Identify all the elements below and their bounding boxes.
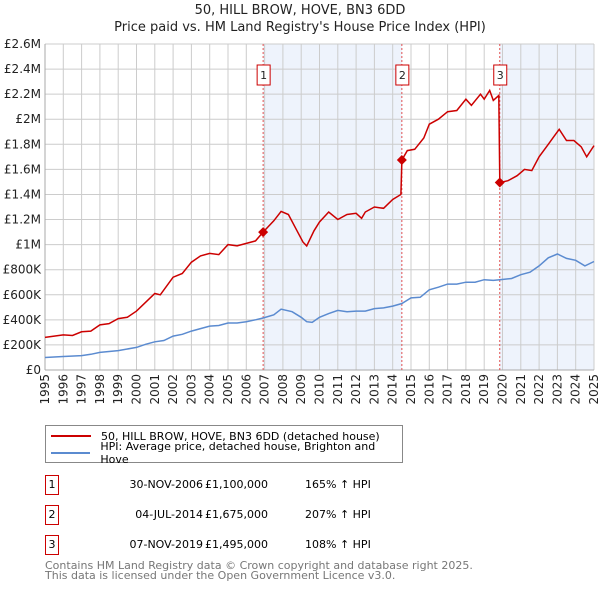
x-tick-label: 1999	[111, 374, 125, 405]
x-tick-label: 1998	[93, 374, 107, 405]
x-tick-label: 2018	[459, 374, 473, 405]
sale-label: 3	[497, 69, 504, 82]
x-tick-label: 2015	[404, 374, 418, 405]
x-tick-label: 2010	[313, 374, 327, 405]
legend-line-blue	[51, 452, 91, 454]
x-tick-label: 2020	[496, 374, 510, 405]
y-tick-label: £2.2M	[4, 87, 41, 101]
x-tick-label: 2025	[587, 374, 600, 405]
sale-price: £1,100,000	[205, 478, 268, 491]
x-tick-label: 2019	[477, 374, 491, 405]
price-chart: £0 £200K £400K £600K £800K £1M £1.2M £1.4M £1.6M…	[3, 37, 600, 405]
legend-item-property: 50, HILL BROW, HOVE, BN3 6DD (detached h…	[51, 428, 380, 444]
x-tick-label: 1995	[38, 374, 52, 405]
x-tick-label: 2012	[349, 374, 363, 405]
footer-copyright: Contains HM Land Registry data © Crown c…	[45, 559, 473, 572]
series-line	[44, 88, 595, 339]
legend-label: HPI: Average price, detached house, Brig…	[100, 440, 376, 466]
sale-label: 2	[399, 69, 406, 82]
x-tick-label: 2011	[331, 374, 345, 405]
x-tick-label: 2016	[422, 374, 436, 405]
sale-point	[258, 227, 269, 238]
x-tick-label: 2005	[221, 374, 235, 405]
x-tick-label: 1996	[56, 374, 70, 405]
x-tick-label: 2007	[258, 374, 272, 405]
x-tick-label: 2001	[148, 374, 162, 405]
legend-label: 50, HILL BROW, HOVE, BN3 6DD (detached h…	[101, 429, 380, 443]
sale-row-2: 2 04-JUL-2014 £1,675,000 207% ↑ HPI	[45, 505, 445, 525]
sale-hpi: 165% ↑ HPI	[305, 478, 371, 491]
sale-badge: 2	[45, 505, 59, 525]
y-tick-label: £400K	[3, 313, 43, 327]
x-tick-label: 2000	[130, 374, 144, 405]
x-tick-label: 2009	[294, 374, 308, 405]
footer: Contains HM Land Registry data © Crown c…	[45, 559, 473, 582]
x-tick-label: 2004	[203, 374, 217, 405]
x-tick-label: 2008	[276, 374, 290, 405]
shaded-range	[263, 44, 402, 370]
sale-badge: 3	[45, 535, 59, 555]
y-tick-label: £200K	[3, 338, 43, 352]
x-tick-label: 2013	[367, 374, 381, 405]
chart-title: 50, HILL BROW, HOVE, BN3 6DD	[194, 3, 406, 18]
y-tick-label: £2M	[15, 112, 41, 126]
sale-label-box	[395, 64, 410, 86]
legend: 50, HILL BROW, HOVE, BN3 6DD (detached h…	[45, 425, 403, 466]
y-tick-label: £1M	[15, 238, 41, 252]
sale-date: 04-JUL-2014	[135, 508, 203, 521]
sale-hpi: 108% ↑ HPI	[305, 538, 371, 551]
x-tick-label: 2021	[514, 374, 528, 405]
x-tick-label: 2022	[532, 374, 546, 405]
y-tick-label: £0	[26, 363, 41, 377]
sale-label-box	[493, 64, 508, 86]
y-tick-label: £1.4M	[4, 187, 41, 201]
sale-point	[396, 154, 407, 165]
sale-hpi: 207% ↑ HPI	[305, 508, 371, 521]
y-tick-label: £2.4M	[4, 62, 41, 76]
sale-row-3: 3 07-NOV-2019 £1,495,000 108% ↑ HPI	[45, 535, 445, 555]
x-tick-label: 2023	[550, 374, 564, 405]
shaded-range	[499, 44, 594, 370]
x-tick-label: 2006	[239, 374, 253, 405]
sale-row-1: 1 30-NOV-2006 £1,100,000 165% ↑ HPI	[45, 475, 445, 495]
x-tick-label: 2014	[386, 374, 400, 405]
x-tick-label: 1997	[75, 374, 89, 405]
sale-label-box	[256, 64, 271, 86]
sale-price: £1,675,000	[205, 508, 268, 521]
sale-date: 30-NOV-2006	[129, 478, 203, 491]
legend-line-red	[51, 435, 91, 437]
y-tick-label: £1.6M	[4, 162, 41, 176]
y-tick-label: £800K	[3, 263, 43, 277]
sale-point	[494, 177, 505, 188]
y-tick-label: £600K	[3, 288, 43, 302]
sale-badge: 1	[45, 475, 59, 495]
x-tick-label: 2017	[441, 374, 455, 405]
footer-licence: This data is licensed under the Open Gov…	[45, 569, 396, 582]
x-tick-label: 2003	[184, 374, 198, 405]
y-tick-label: £1.8M	[4, 137, 41, 151]
sale-price: £1,495,000	[205, 538, 268, 551]
y-tick-label: £1.2M	[4, 213, 41, 227]
legend-item-hpi: HPI: Average price, detached house, Brig…	[51, 440, 402, 466]
x-tick-label: 2002	[166, 374, 180, 405]
series-line	[44, 253, 595, 359]
sale-label: 1	[260, 69, 267, 82]
chart-subtitle: Price paid vs. HM Land Registry's House …	[114, 20, 486, 35]
x-tick-label: 2024	[569, 374, 583, 405]
sale-date: 07-NOV-2019	[129, 538, 203, 551]
y-tick-label: £2.6M	[4, 37, 41, 51]
